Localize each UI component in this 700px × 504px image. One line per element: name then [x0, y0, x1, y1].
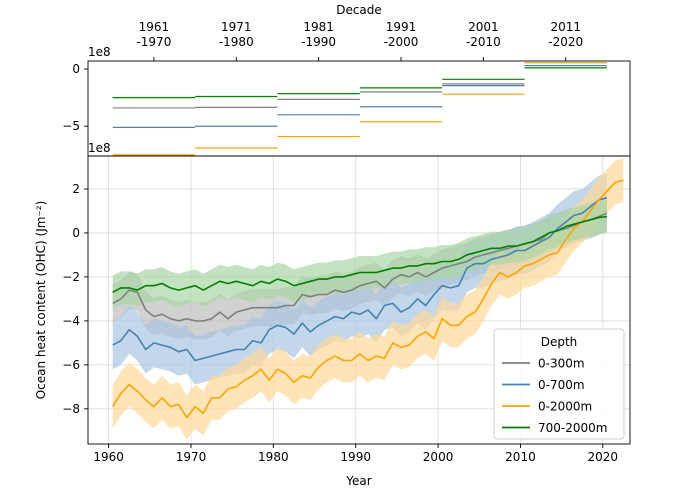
- decade-tick-label: 1971 -1980: [219, 20, 254, 49]
- y-tick-label: 0: [72, 226, 80, 240]
- x-axis-label: Year: [345, 474, 371, 488]
- y-tick-label: −6: [62, 358, 80, 372]
- x-tick-label: 1960: [93, 450, 124, 464]
- y-tick-label: 2: [72, 182, 80, 196]
- y-axis-label: Ocean heat content (OHC) (Jm⁻²): [34, 201, 48, 400]
- series-line-0-700m: [112, 197, 608, 362]
- decade-tick-label: 1981 -1990: [301, 20, 336, 49]
- y-tick-label: −8: [62, 402, 80, 416]
- x-tick-label: 1980: [258, 450, 289, 464]
- series-line-700-2000m: [112, 215, 608, 294]
- legend: Depth 0-300m 0-700m 0-2000m 700-2000m: [493, 328, 625, 440]
- top-axis-label: Decade: [336, 3, 382, 17]
- uncertainty-band-0-700m: [112, 173, 607, 385]
- legend-label: 0-300m: [538, 357, 585, 371]
- y-tick-label: −4: [62, 314, 80, 328]
- x-tick-label: 1970: [176, 450, 207, 464]
- x-tick-label: 2020: [588, 450, 619, 464]
- uncertainty-band-0-2000m: [112, 158, 624, 440]
- decade-tick-label: 1991 -2000: [384, 20, 419, 49]
- legend-title: Depth: [541, 335, 578, 349]
- bottom-offset-label: 1e8: [88, 141, 111, 155]
- top-y-tick-label: −5: [62, 119, 80, 133]
- legend-label: 0-700m: [538, 378, 585, 392]
- decade-tick-label: 1961 -1970: [136, 20, 171, 49]
- series-line-0-2000m: [112, 179, 624, 419]
- top-y-tick-label: 0: [72, 62, 80, 76]
- decade-tick-label: 2011 -2020: [548, 20, 583, 49]
- legend-label: 0-2000m: [538, 400, 592, 414]
- top-offset-label: 1e8: [88, 45, 111, 59]
- legend-box: [493, 328, 625, 440]
- x-tick-label: 1990: [340, 450, 371, 464]
- x-tick-label: 2010: [505, 450, 536, 464]
- bottom-series-group: [112, 158, 624, 440]
- top-axes-frame: [87, 60, 631, 157]
- decade-tick-label: 2001 -2010: [466, 20, 501, 49]
- legend-label: 700-2000m: [538, 421, 607, 435]
- x-tick-label: 2000: [423, 450, 454, 464]
- y-tick-label: −2: [62, 270, 80, 284]
